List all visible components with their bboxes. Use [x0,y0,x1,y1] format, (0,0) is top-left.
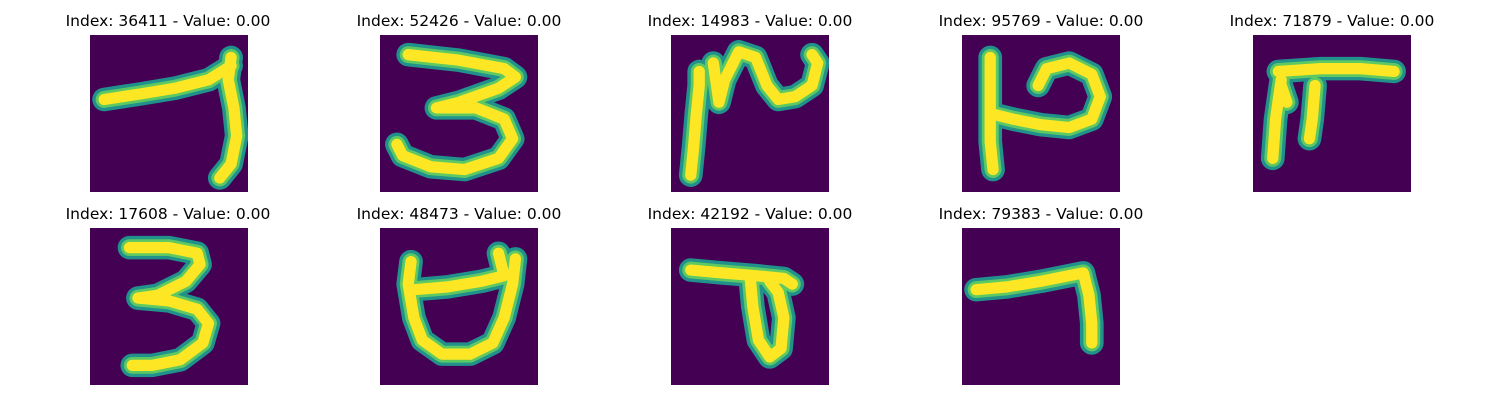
panel-title: Index: 52426 - Value: 0.00 [356,12,562,30]
digit-image [1253,35,1411,192]
panel-title: Index: 42192 - Value: 0.00 [647,205,853,223]
digit-image [671,35,829,192]
digit-image [380,35,538,192]
digit-image [90,228,248,385]
digit-image [962,35,1120,192]
digit-image [671,228,829,385]
digit-image [90,35,248,192]
panel-title: Index: 71879 - Value: 0.00 [1229,12,1435,30]
digit-image [380,228,538,385]
panel-title: Index: 36411 - Value: 0.00 [65,12,271,30]
digit-image [962,228,1120,385]
panel-title: Index: 14983 - Value: 0.00 [647,12,853,30]
panel-title: Index: 79383 - Value: 0.00 [938,205,1144,223]
panel-title: Index: 48473 - Value: 0.00 [356,205,562,223]
panel-title: Index: 17608 - Value: 0.00 [65,205,271,223]
panel-title: Index: 95769 - Value: 0.00 [938,12,1144,30]
